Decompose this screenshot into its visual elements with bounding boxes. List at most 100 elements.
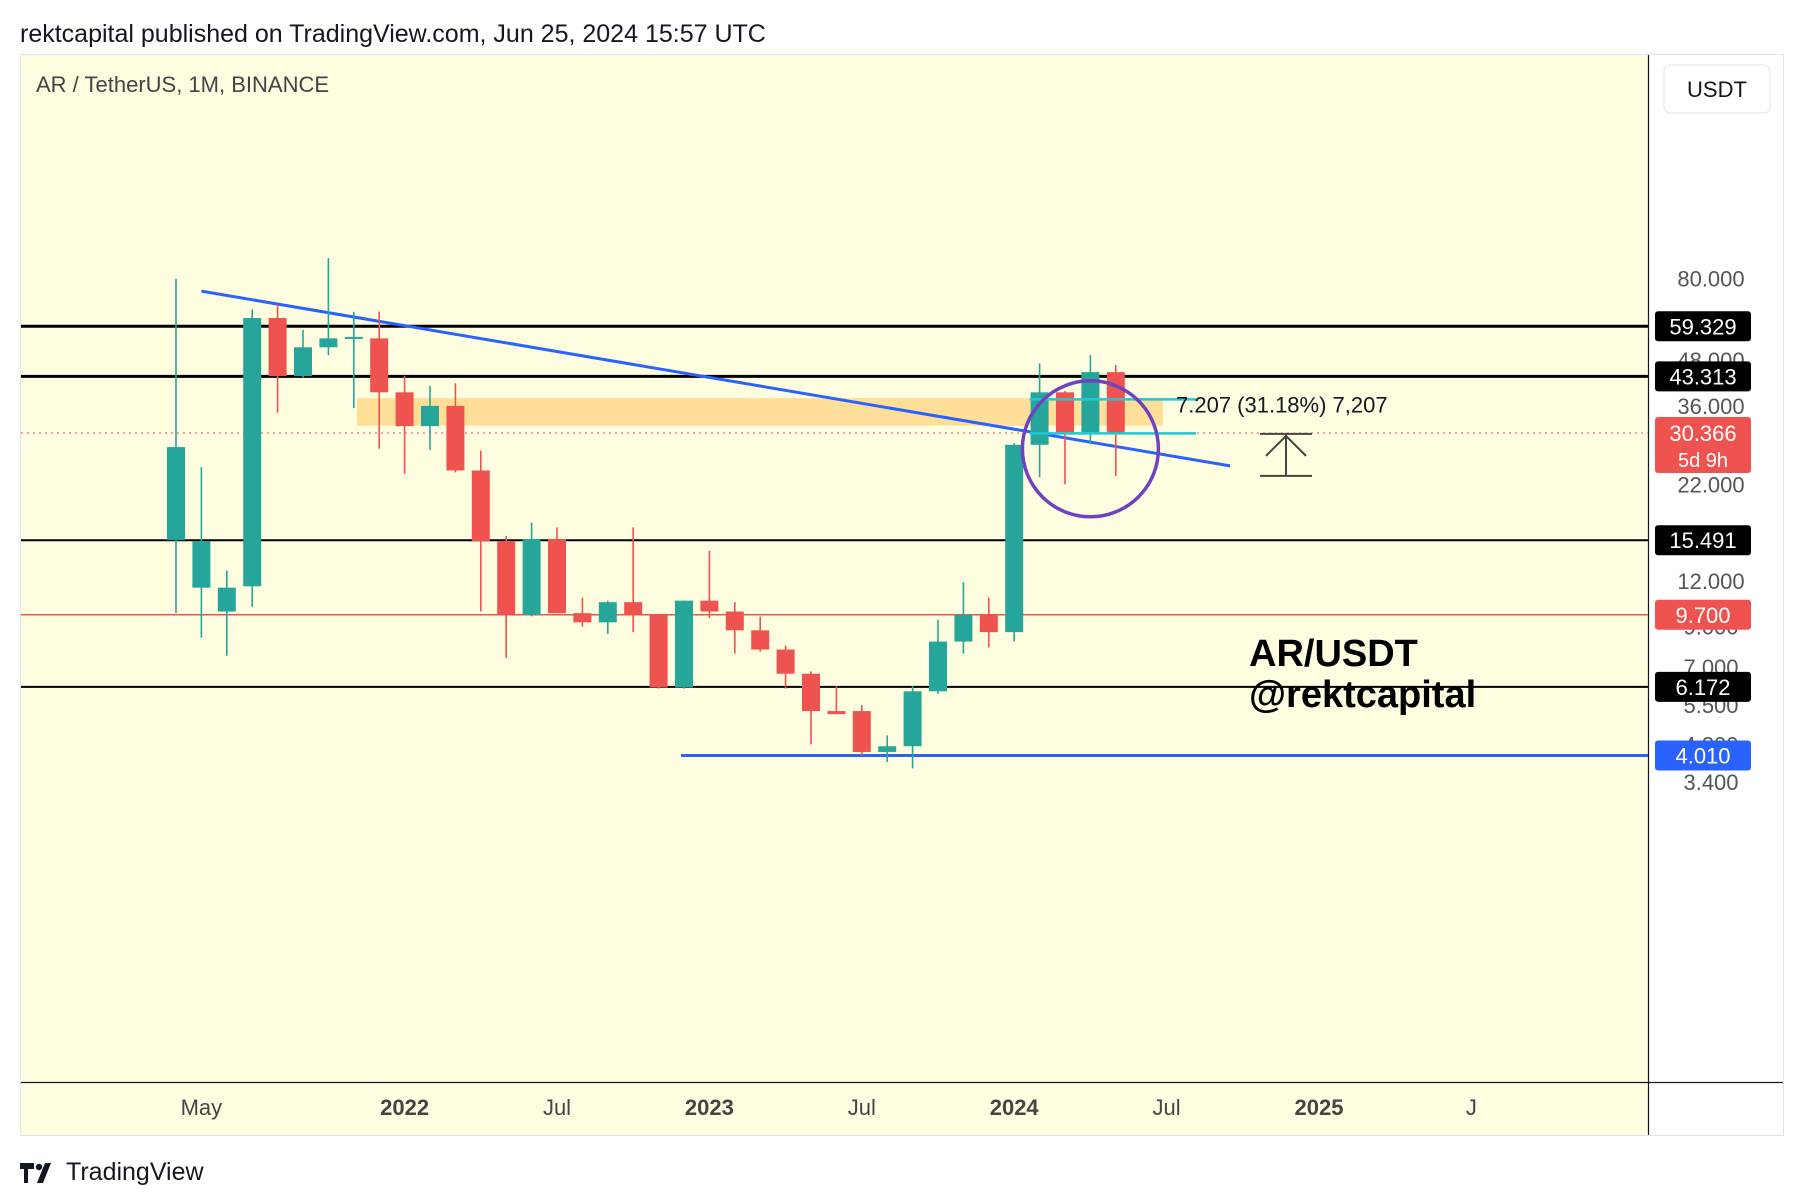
x-tick-label: 2023 <box>685 1095 734 1120</box>
candle-body <box>903 691 922 747</box>
tradingview-branding[interactable]: TradingView <box>20 1158 204 1187</box>
candle[interactable] <box>370 311 389 449</box>
candle-body <box>446 405 465 471</box>
candle[interactable] <box>776 645 795 689</box>
tradingview-logo-icon <box>20 1162 51 1183</box>
candle-body <box>776 649 795 674</box>
candle[interactable] <box>598 600 617 634</box>
candle[interactable] <box>344 311 363 409</box>
candle-body <box>751 630 770 650</box>
last-price-label: 30.366 <box>1669 421 1736 446</box>
candle[interactable] <box>700 550 719 619</box>
x-tick-label: May <box>181 1095 223 1120</box>
price-tag-1-label: 43.313 <box>1669 364 1736 389</box>
candle[interactable] <box>1005 443 1024 642</box>
candle-body <box>852 711 871 752</box>
price-tag-2-label: 15.491 <box>1669 528 1736 553</box>
projection-arrow-head-icon <box>1265 434 1307 457</box>
candle[interactable] <box>827 686 846 715</box>
price-tag-0: 59.329 <box>1655 311 1751 342</box>
price-tag-4-label: 6.172 <box>1675 675 1730 700</box>
candle-body <box>979 614 998 633</box>
candle-body <box>421 405 439 427</box>
candle[interactable] <box>395 375 414 474</box>
x-tick-label: Jul <box>848 1095 876 1120</box>
candle[interactable] <box>624 527 643 633</box>
candle[interactable] <box>929 619 947 694</box>
candle[interactable] <box>243 309 262 607</box>
candle[interactable] <box>903 686 922 769</box>
y-tick-label: 36.000 <box>1677 394 1744 419</box>
price-tag-1: 43.313 <box>1655 361 1751 392</box>
tradingview-brand-label: TradingView <box>66 1158 204 1186</box>
candle-body <box>827 711 846 715</box>
price-tag-4: 6.172 <box>1655 671 1751 702</box>
chart-panel[interactable]: 7.207 (31.18%) 7,207 AR / TetherUS, 1M, … <box>20 54 1784 1136</box>
currency-button[interactable]: USDT <box>1663 64 1771 114</box>
candle[interactable] <box>649 614 668 689</box>
candle-body <box>167 447 185 541</box>
candle-body <box>497 541 516 615</box>
candle-body <box>1081 372 1100 433</box>
watermark-line-1: AR/USDT <box>1249 633 1418 675</box>
candle-body <box>192 541 211 588</box>
candle[interactable] <box>802 671 820 745</box>
candle-body <box>802 673 820 712</box>
candle[interactable] <box>319 258 338 356</box>
candle[interactable] <box>878 735 897 762</box>
candle[interactable] <box>954 582 973 654</box>
last-price-tag: 30.366 5d 9h <box>1655 417 1751 473</box>
y-tick-label: 80.000 <box>1677 267 1744 292</box>
candle[interactable] <box>294 329 312 378</box>
candle[interactable] <box>471 450 490 612</box>
candle-body <box>649 614 668 688</box>
candle[interactable] <box>751 616 770 652</box>
candle[interactable] <box>1030 363 1049 478</box>
candle-body <box>954 614 973 642</box>
candle-body <box>243 318 262 587</box>
candle[interactable] <box>852 705 871 756</box>
plot-area <box>21 55 1648 1082</box>
y-tick-label: 22.000 <box>1677 472 1744 497</box>
candle[interactable] <box>675 600 693 689</box>
candle[interactable] <box>421 385 439 450</box>
price-scale-area <box>1649 55 1783 1135</box>
x-tick-label: Jul <box>1153 1095 1181 1120</box>
candle[interactable] <box>217 570 236 656</box>
candle-body <box>675 600 693 688</box>
candle-countdown-label: 5d 9h <box>1678 450 1728 472</box>
candle[interactable] <box>573 597 592 627</box>
price-tag-3: 9.700 <box>1655 599 1751 630</box>
candle[interactable] <box>446 383 465 473</box>
candle-body <box>878 746 897 752</box>
retest-highlight-circle[interactable] <box>1020 379 1161 519</box>
x-tick-label: 2022 <box>380 1095 429 1120</box>
candle-body <box>1005 444 1024 633</box>
candle[interactable] <box>1056 391 1074 485</box>
y-tick-label: 12.000 <box>1677 569 1744 594</box>
x-tick-label: 2025 <box>1295 1095 1344 1120</box>
candle-body <box>1056 392 1074 433</box>
candle[interactable] <box>192 467 211 638</box>
candle[interactable] <box>548 527 566 614</box>
watermark-line-2: @rektcapital <box>1249 674 1476 716</box>
candle-body <box>929 641 947 692</box>
candle[interactable] <box>497 536 516 658</box>
price-chart[interactable]: 7.207 (31.18%) 7,207 AR / TetherUS, 1M, … <box>21 55 1783 1135</box>
candle-body <box>573 613 592 623</box>
candle-body <box>217 587 236 612</box>
candle-body <box>471 470 490 542</box>
candle[interactable] <box>979 597 998 648</box>
candle-body <box>522 539 541 615</box>
candle-body <box>370 338 389 393</box>
x-tick-label: J <box>1466 1095 1477 1120</box>
price-tag-0-label: 59.329 <box>1669 314 1736 339</box>
candle[interactable] <box>167 278 185 614</box>
x-tick-label: Jul <box>543 1095 571 1120</box>
descending-trendline[interactable] <box>201 289 1231 468</box>
candle[interactable] <box>725 602 744 654</box>
candle[interactable] <box>522 522 541 617</box>
price-tag-3-label: 9.700 <box>1675 603 1730 628</box>
candle[interactable] <box>268 304 287 413</box>
measure-label: 7.207 (31.18%) 7,207 <box>1176 393 1388 418</box>
